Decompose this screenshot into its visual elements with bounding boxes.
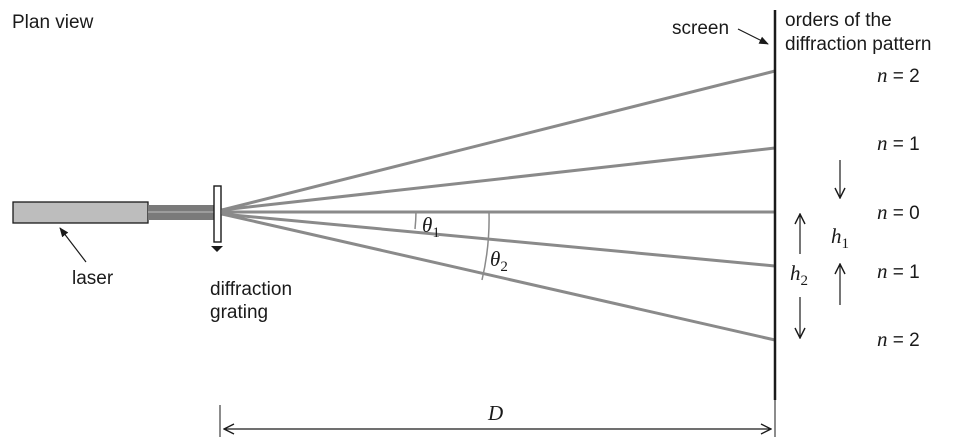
h1-label: h1 [831, 224, 849, 252]
laser-body [12, 201, 149, 224]
beam-order-2-lower [221, 212, 776, 342]
beam-order-1-lower [221, 212, 776, 268]
orders-label-line1: orders of the [785, 10, 892, 31]
order-label-n1-bottom: n = 1 [877, 259, 920, 283]
grating-pointer-arrow [211, 246, 223, 252]
beam-order-1-upper [221, 146, 776, 212]
theta-2-arc [481, 211, 490, 281]
order-label-n2-bottom: n = 2 [877, 327, 920, 351]
distance-label: D [487, 401, 503, 425]
grating-label-line2: grating [210, 302, 268, 323]
theta-1-label: θ1 [422, 213, 440, 241]
diffraction-grating [213, 185, 222, 243]
theta-1-arc [414, 211, 417, 230]
laser-pointer-arrow [59, 227, 87, 263]
order-label-n2-top: n = 2 [877, 63, 920, 87]
h2-label: h2 [790, 261, 808, 289]
screen-label: screen [672, 18, 729, 39]
plan-view-title: Plan view [12, 12, 94, 33]
order-label-n0: n = 0 [877, 200, 920, 224]
grating-label-line1: diffraction [210, 279, 292, 300]
theta-2-label: θ2 [490, 247, 508, 275]
beam-order-2-upper [221, 69, 776, 212]
screen-pointer-arrow [737, 28, 769, 45]
orders-label-line2: diffraction pattern [785, 34, 931, 55]
order-label-n1-top: n = 1 [877, 131, 920, 155]
laser-label: laser [72, 268, 114, 289]
